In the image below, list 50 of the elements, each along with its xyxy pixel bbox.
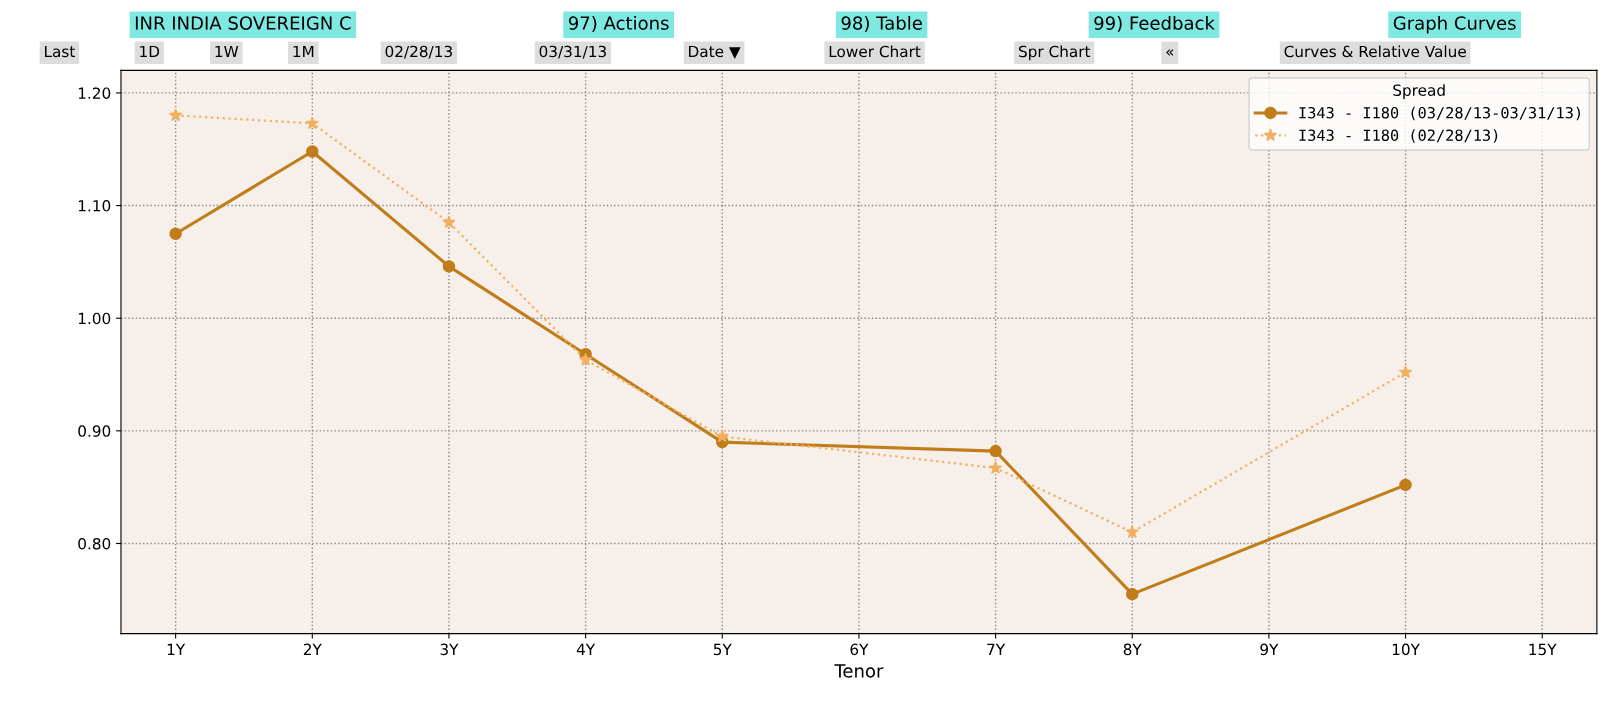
text: 1D: [140, 45, 160, 58]
text: «: [1166, 49, 1174, 56]
point: [1398, 365, 1413, 379]
point: [168, 108, 183, 122]
text: Curves & Relative Value: [1284, 45, 1466, 58]
x-tick-label: 3Y: [440, 643, 459, 656]
x-tick-label: 2Y: [303, 643, 322, 655]
text: Lower Chart: [829, 45, 921, 58]
x-tick-label: 7Y: [987, 643, 1006, 655]
x-tick-label: 10Y: [1392, 643, 1420, 656]
legend-label: I343 - I180 (03/28/13-03/31/13): [1299, 106, 1580, 121]
x-tick-label: 9Y: [1260, 643, 1279, 656]
x-tick-label: 15Y: [1529, 643, 1557, 656]
text: 1W: [215, 45, 239, 58]
y-tick-label: 1.00: [78, 312, 111, 325]
legend-title: Spread: [1393, 84, 1445, 99]
point: [442, 215, 456, 229]
y-tick-label: 0.80: [78, 537, 111, 550]
x-tick-label: 6Y: [850, 643, 869, 656]
text: 02/28/13: [385, 45, 452, 59]
text: 98) Table: [841, 15, 922, 32]
text: Last: [45, 45, 75, 58]
text: Spr Chart: [1019, 45, 1091, 61]
point: [988, 461, 1003, 474]
point: [715, 429, 729, 443]
x-tick-label: 8Y: [1123, 643, 1142, 656]
point: [989, 444, 1002, 458]
text: 1M: [293, 45, 314, 58]
x-tick-label: 5Y: [713, 643, 732, 656]
text: 03/31/13: [539, 45, 606, 59]
y-tick-label: 1.10: [78, 200, 111, 212]
y-tick-label: 0.90: [78, 425, 111, 437]
y-tick-label: 1.20: [78, 87, 111, 99]
text: INR INDIA SOVEREIGN C: [135, 16, 351, 30]
point: [169, 227, 182, 240]
point: [306, 145, 319, 158]
point: [442, 260, 456, 273]
text: 99) Feedback: [1094, 15, 1215, 32]
text: 97) Actions: [568, 15, 669, 32]
point: [1125, 587, 1139, 601]
point: [578, 352, 593, 366]
x-axis-title: Tenor: [834, 664, 884, 678]
point: [1125, 525, 1139, 538]
text: Date ▼: [689, 45, 741, 59]
point: [1399, 478, 1412, 492]
x-tick-label: 4Y: [576, 643, 596, 655]
point: [305, 116, 319, 130]
legend-label: I343 - I180 (02/28/13): [1299, 129, 1498, 143]
x-tick-label: 1Y: [167, 643, 186, 655]
text: Graph Curves: [1393, 15, 1516, 34]
